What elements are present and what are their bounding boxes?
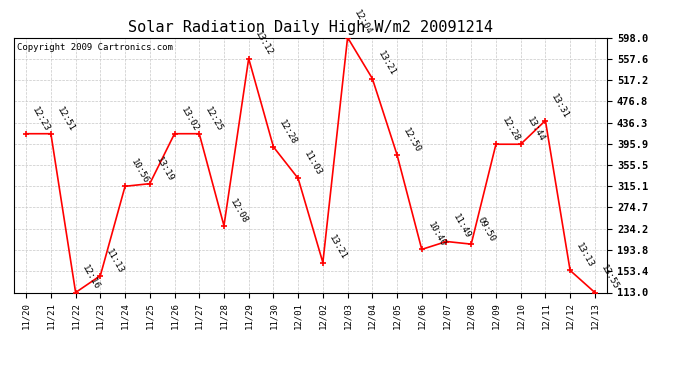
Text: 12:28: 12:28 (277, 118, 299, 146)
Text: 11:03: 11:03 (302, 150, 324, 178)
Text: 12:28: 12:28 (500, 116, 522, 144)
Text: 13:02: 13:02 (179, 105, 200, 133)
Text: Copyright 2009 Cartronics.com: Copyright 2009 Cartronics.com (17, 43, 172, 52)
Text: 09:50: 09:50 (475, 216, 497, 243)
Text: 12:51: 12:51 (55, 105, 77, 133)
Text: 13:19: 13:19 (154, 155, 175, 183)
Text: 13:44: 13:44 (525, 116, 546, 144)
Text: 10:40: 10:40 (426, 221, 447, 249)
Text: 13:13: 13:13 (574, 242, 595, 270)
Text: 12:50: 12:50 (401, 126, 422, 154)
Text: 13:12: 13:12 (253, 30, 274, 58)
Text: 12:23: 12:23 (30, 105, 52, 133)
Text: 11:13: 11:13 (104, 247, 126, 275)
Text: 12:08: 12:08 (228, 197, 249, 225)
Title: Solar Radiation Daily High W/m2 20091214: Solar Radiation Daily High W/m2 20091214 (128, 20, 493, 35)
Text: 13:55: 13:55 (599, 264, 620, 292)
Text: 11:49: 11:49 (451, 213, 472, 241)
Text: 13:21: 13:21 (377, 50, 397, 78)
Text: 12:25: 12:25 (204, 105, 225, 133)
Text: 13:31: 13:31 (549, 92, 571, 120)
Text: 12:04: 12:04 (352, 9, 373, 37)
Text: 10:56: 10:56 (129, 158, 150, 186)
Text: 12:16: 12:16 (80, 264, 101, 292)
Text: 13:21: 13:21 (327, 234, 348, 262)
